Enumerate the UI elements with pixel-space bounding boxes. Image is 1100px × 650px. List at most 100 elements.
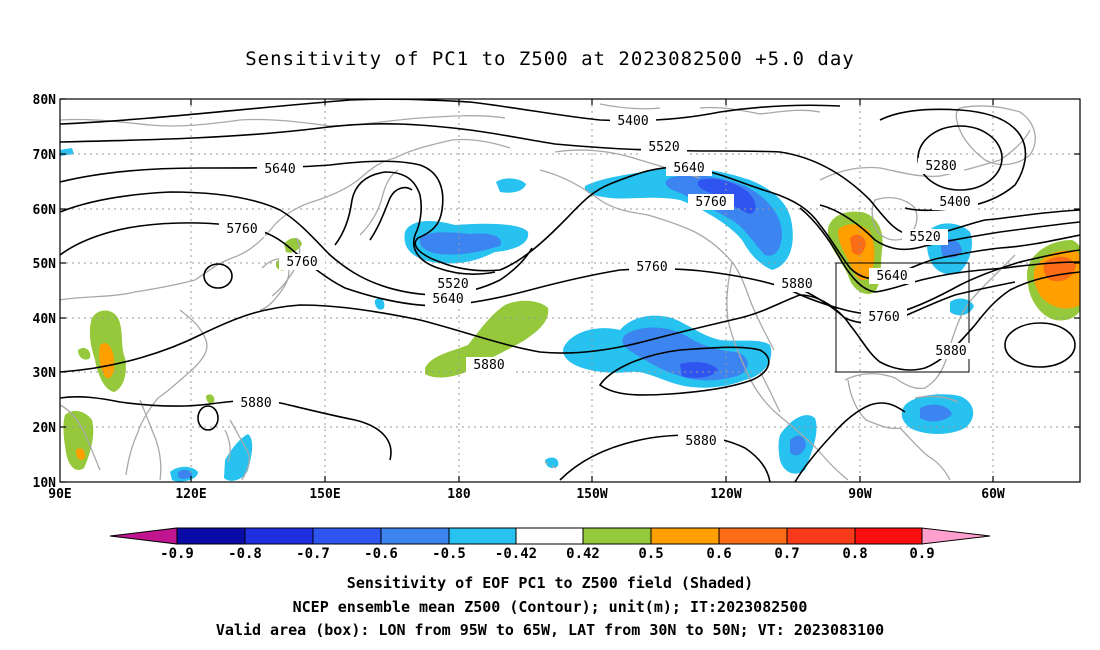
svg-text:5880: 5880 bbox=[240, 396, 271, 411]
colorbar-segment bbox=[515, 527, 584, 545]
lat-label: 20N bbox=[33, 421, 57, 436]
contour-5640-mid bbox=[60, 191, 533, 296]
contour-atlantic-high bbox=[1004, 322, 1076, 368]
colorbar-label: -0.9 bbox=[160, 546, 194, 562]
colorbar-segment bbox=[786, 527, 856, 545]
svg-text:5640: 5640 bbox=[432, 292, 463, 307]
colorbar-overflow bbox=[921, 527, 991, 545]
colorbar-label: 0.8 bbox=[842, 546, 867, 562]
contour-asia-low bbox=[203, 263, 233, 289]
contour-label-5520c: 5520 bbox=[430, 276, 476, 292]
contour-label-5760b: 5760 bbox=[688, 194, 734, 210]
shade-negative-mexico-core bbox=[790, 435, 806, 456]
svg-text:5520: 5520 bbox=[648, 140, 679, 155]
lat-label: 40N bbox=[33, 312, 57, 327]
gridlines bbox=[60, 99, 1080, 482]
latitude-labels: 80N 70N 60N 50N 40N 30N 20N 10N bbox=[33, 93, 57, 491]
colorbar-label: 0.6 bbox=[706, 546, 731, 562]
contour-label-5880a: 5880 bbox=[774, 276, 820, 292]
shade-negative-tiny-2 bbox=[60, 148, 74, 156]
colorbar-segment bbox=[582, 527, 652, 545]
contour-labels: 5400 5520 5640 5640 5760 5280 5400 5760 … bbox=[219, 113, 978, 449]
chart-title: Sensitivity of PC1 to Z500 at 2023082500… bbox=[245, 48, 855, 70]
svg-text:5400: 5400 bbox=[939, 195, 970, 210]
contour-scs-low bbox=[197, 405, 219, 431]
svg-text:5400: 5400 bbox=[617, 114, 648, 129]
lon-label: 180 bbox=[447, 487, 471, 502]
shade-negative-caribbean-core bbox=[920, 404, 952, 422]
colorbar-label: 0.9 bbox=[909, 546, 934, 562]
shade-negative-hawaii bbox=[545, 457, 559, 468]
lat-label: 30N bbox=[33, 366, 57, 381]
svg-text:5880: 5880 bbox=[781, 277, 812, 292]
contour-label-5520b: 5520 bbox=[902, 229, 948, 245]
colorbar-label: -0.5 bbox=[432, 546, 466, 562]
shade-negative-subtropical-deep bbox=[680, 362, 718, 378]
svg-text:5760: 5760 bbox=[868, 310, 899, 325]
contour-5520-mid bbox=[334, 171, 496, 275]
shade-positive-bay-core bbox=[76, 448, 86, 460]
contour-label-5880d: 5880 bbox=[233, 395, 279, 411]
lat-label: 60N bbox=[33, 203, 57, 218]
svg-text:5760: 5760 bbox=[226, 222, 257, 237]
colorbar-label: -0.6 bbox=[364, 546, 398, 562]
contour-label-5760e: 5760 bbox=[861, 309, 907, 325]
contour-5520-east bbox=[819, 204, 1080, 251]
map-area bbox=[60, 99, 1080, 482]
colorbar-segment bbox=[448, 527, 517, 545]
contour-label-5880e: 5880 bbox=[678, 433, 724, 449]
colorbar-segment bbox=[176, 527, 246, 545]
lon-label: 120W bbox=[710, 487, 741, 502]
contour-label-5760d: 5760 bbox=[629, 259, 675, 275]
contour-label-5520a: 5520 bbox=[641, 139, 687, 155]
shade-negative-north-pacific-core bbox=[419, 232, 501, 255]
shade-negative-scs-core bbox=[178, 469, 192, 479]
contour-5880-lower bbox=[60, 395, 392, 461]
caption-line-3: Valid area (box): LON from 95W to 65W, L… bbox=[215, 621, 885, 639]
shade-negative-tiny-1 bbox=[374, 298, 385, 310]
contour-5880-south2 bbox=[794, 402, 906, 482]
contour-label-5640c: 5640 bbox=[425, 291, 471, 307]
lon-label: 90W bbox=[848, 487, 872, 502]
shade-negative-philippines bbox=[224, 434, 253, 481]
svg-text:5640: 5640 bbox=[673, 161, 704, 176]
shade-positive-taiwan bbox=[206, 394, 215, 404]
colorbar-segment bbox=[312, 527, 382, 545]
contour-5400-mid bbox=[369, 186, 413, 241]
shade-positive-bay bbox=[63, 410, 94, 471]
shade-negative-bering bbox=[496, 178, 526, 193]
colorbar-segment bbox=[718, 527, 788, 545]
contour-label-5640b: 5640 bbox=[666, 160, 712, 176]
shade-negative-subtropical-core bbox=[622, 327, 748, 381]
colorbar-label: 0.7 bbox=[774, 546, 799, 562]
map-frame bbox=[59, 98, 1081, 483]
lon-label: 90E bbox=[48, 487, 71, 502]
svg-text:5760: 5760 bbox=[636, 260, 667, 275]
contour-label-5880b: 5880 bbox=[928, 343, 974, 359]
coastlines bbox=[60, 103, 1036, 481]
svg-text:5880: 5880 bbox=[473, 358, 504, 373]
contour-label-5400b: 5400 bbox=[932, 194, 978, 210]
contour-label-5400a: 5400 bbox=[610, 113, 656, 129]
shade-positive-india-core bbox=[99, 343, 115, 379]
svg-text:5520: 5520 bbox=[909, 230, 940, 245]
longitude-labels: 90E 120E 150E 180 150W 120W 90W 60W bbox=[48, 487, 1005, 502]
colorbar-segment bbox=[380, 527, 450, 545]
contour-5520-north bbox=[60, 122, 1080, 237]
contour-label-5280: 5280 bbox=[918, 158, 964, 174]
colorbar-label: 0.42 bbox=[566, 546, 600, 562]
caption-line-2: NCEP ensemble mean Z500 (Contour); unit(… bbox=[292, 598, 808, 616]
colorbar bbox=[109, 527, 991, 545]
contour-label-5640d: 5640 bbox=[869, 268, 915, 284]
colorbar-underflow bbox=[109, 527, 178, 545]
contour-label-5760a: 5760 bbox=[219, 221, 265, 237]
svg-text:5760: 5760 bbox=[695, 195, 726, 210]
shade-positive-india-2 bbox=[78, 347, 91, 360]
lon-label: 150W bbox=[576, 487, 607, 502]
colorbar-segment bbox=[244, 527, 314, 545]
contour-5640-east bbox=[799, 207, 1080, 293]
lon-label: 60W bbox=[981, 487, 1005, 502]
contour-5400 bbox=[60, 99, 841, 125]
colorbar-labels: -0.9 -0.8 -0.7 -0.6 -0.5 -0.42 0.42 0.5 … bbox=[160, 546, 935, 562]
contour-label-5880c: 5880 bbox=[466, 357, 512, 373]
